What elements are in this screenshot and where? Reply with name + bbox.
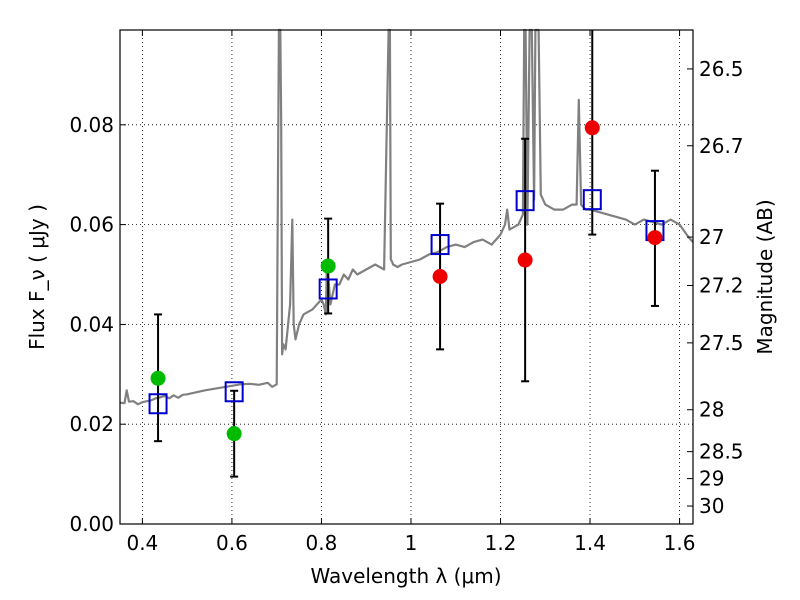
right-tick-label: 27.5 bbox=[699, 331, 744, 355]
observed-point bbox=[584, 120, 600, 136]
grid-lines bbox=[120, 30, 693, 524]
spectrum-series bbox=[119, 28, 694, 406]
error-bars bbox=[154, 30, 659, 478]
right-tick-label: 28.5 bbox=[699, 440, 744, 464]
observed-point bbox=[320, 258, 336, 274]
observed-point bbox=[226, 426, 242, 442]
right-tick-label: 28 bbox=[699, 398, 724, 422]
y-tick-label: 0.08 bbox=[69, 113, 114, 137]
right-tick-label: 30 bbox=[699, 494, 724, 518]
x-axis-label: Wavelength λ (μm) bbox=[310, 564, 501, 588]
y-axis-label: Flux F_ν ( μJy ) bbox=[25, 204, 49, 350]
x-tick-label: 0.8 bbox=[306, 531, 338, 555]
y-tick-label: 0.02 bbox=[69, 412, 114, 436]
observed-point bbox=[647, 230, 663, 246]
observed-point bbox=[517, 252, 533, 268]
model-photometry-square bbox=[318, 278, 338, 300]
right-tick-label: 26.7 bbox=[699, 134, 744, 158]
model-photometry-square bbox=[515, 190, 535, 212]
model-photometry-square bbox=[224, 381, 244, 403]
right-tick-label: 26.5 bbox=[699, 57, 744, 81]
spectrum-line bbox=[119, 28, 694, 406]
x-tick-label: 1.6 bbox=[664, 531, 696, 555]
x-tick-label: 0.4 bbox=[126, 531, 158, 555]
x-tick-label: 1 bbox=[405, 531, 418, 555]
right-tick-label: 27.2 bbox=[699, 273, 744, 297]
y-tick-label: 0.06 bbox=[69, 213, 114, 237]
x-tick-label: 1.4 bbox=[574, 531, 606, 555]
right-tick-label: 29 bbox=[699, 467, 724, 491]
right-axis-label: Magnitude (AB) bbox=[753, 199, 777, 354]
right-tick-label: 27 bbox=[699, 225, 724, 249]
observed-point bbox=[432, 269, 448, 285]
observed-point bbox=[150, 370, 166, 386]
x-tick-label: 0.6 bbox=[216, 531, 248, 555]
data-points bbox=[148, 120, 665, 442]
plot-frame bbox=[119, 29, 694, 525]
y-tick-label: 0.04 bbox=[69, 312, 114, 336]
model-photometry-square bbox=[430, 234, 450, 256]
axis-ticks: 0.4 0.6 0.8 1 1.2 1.4 1.6 0.00 0.02 0.04 0.06 0.08 2… bbox=[69, 30, 744, 555]
x-tick-label: 1.2 bbox=[485, 531, 517, 555]
model-photometry-square bbox=[148, 393, 168, 415]
model-photometry-square bbox=[582, 189, 602, 211]
y-tick-label: 0.00 bbox=[69, 512, 114, 536]
